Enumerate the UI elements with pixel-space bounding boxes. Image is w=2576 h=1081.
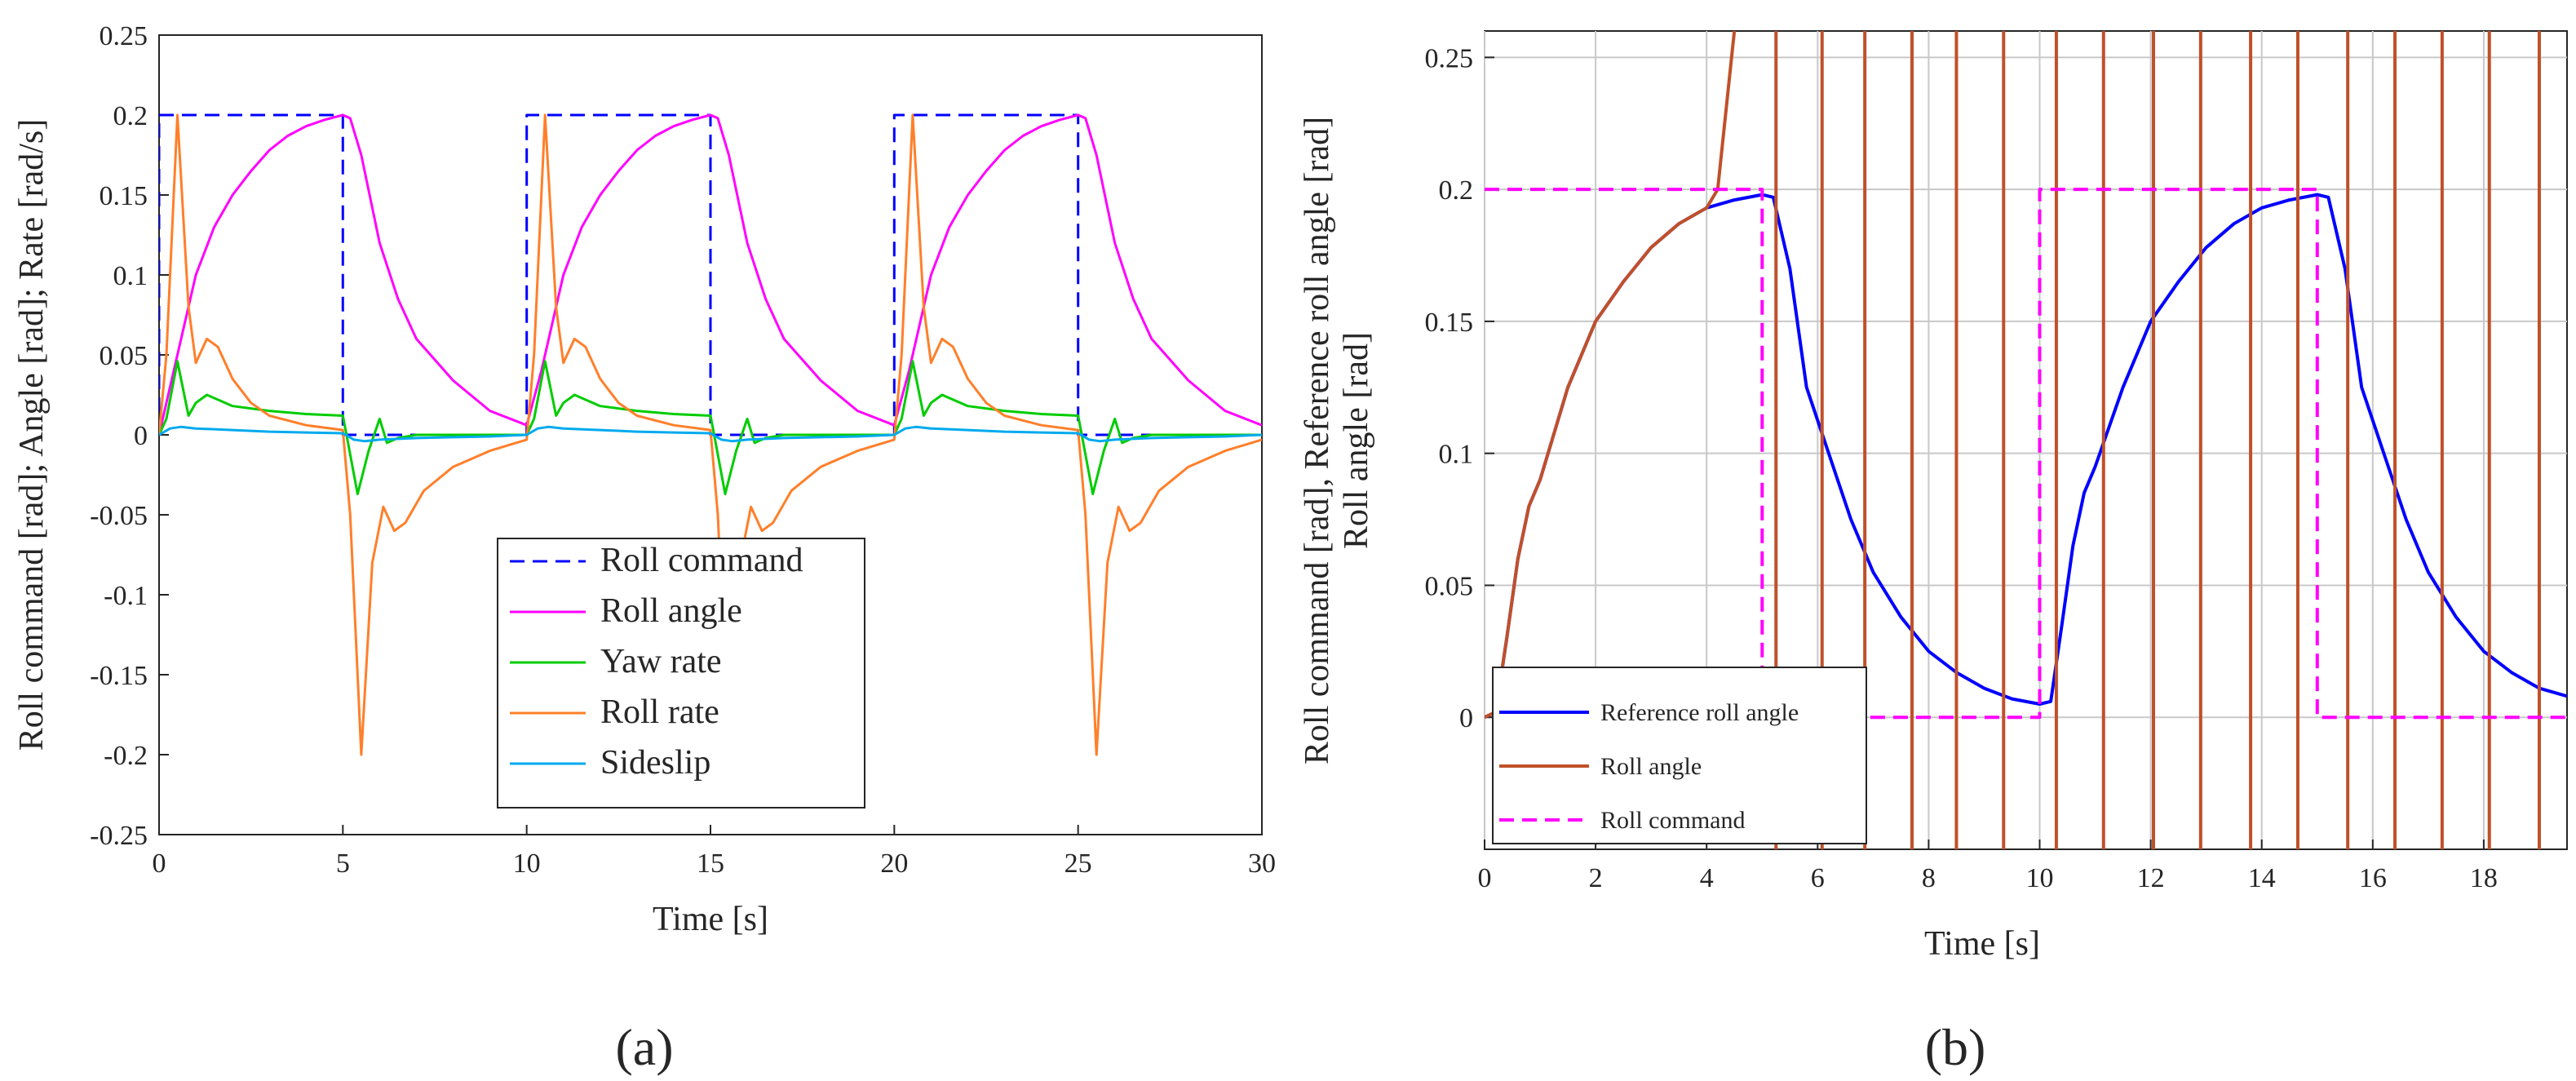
y-tick-label: 0.2 — [1439, 175, 1474, 206]
x-tick-label: 6 — [1811, 863, 1825, 893]
y-tick-label: 0.15 — [1425, 308, 1474, 338]
x-tick-label: 25 — [1064, 848, 1092, 879]
y-tick-label: 0.25 — [100, 21, 148, 51]
series-roll-angle-line — [1485, 31, 1737, 720]
y-tick-label: 0.25 — [1425, 43, 1474, 73]
chart-panel-a: 0 5 10 15 20 25 30 -0.25 -0.2 -0.15 -0.1 -0.05 0 0.05… — [13, 21, 1276, 1076]
y-tick-label: -0.05 — [90, 501, 148, 531]
y-tick-label: 0.1 — [113, 261, 148, 291]
series-roll-rate-line — [159, 113, 1262, 756]
x-tick-label: 10 — [513, 848, 541, 879]
x-tick-label: 14 — [2248, 863, 2276, 893]
legend-label-roll-angle: Roll angle — [600, 592, 742, 630]
y-tick-label: -0.1 — [104, 581, 148, 611]
legend-label-roll-command: Roll command — [600, 542, 803, 579]
axis-ticks-a: 0 5 10 15 20 25 30 -0.25 -0.2 -0.15 -0.1 -0.05 0 0.05… — [90, 21, 1276, 879]
legend-b: Reference roll angle Roll angle Roll comma… — [1492, 667, 1867, 844]
panel-label-a: (a) — [615, 1018, 673, 1076]
x-tick-label: 12 — [2137, 863, 2165, 893]
legend-label-reference-roll-angle: Reference roll angle — [1600, 699, 1799, 726]
panel-label-b: (b) — [1925, 1018, 1986, 1076]
legend-a: Roll command Roll angle Yaw rate Roll rate S… — [497, 538, 865, 809]
x-tick-label: 2 — [1589, 863, 1603, 893]
x-tick-label: 0 — [153, 848, 166, 879]
x-tick-label: 15 — [697, 848, 724, 879]
series-yaw-rate-line — [159, 360, 1262, 495]
y-tick-label: 0.15 — [100, 181, 148, 211]
x-tick-label: 8 — [1922, 863, 1936, 893]
series-roll-angle-line — [159, 113, 1262, 436]
y-tick-label: 0 — [134, 421, 148, 451]
legend-label-roll-angle: Roll angle — [1600, 753, 1702, 780]
y-tick-label: -0.15 — [90, 661, 148, 691]
series-group-b — [1485, 31, 2567, 849]
y-axis-label-a: Roll command [rad]; Angle [rad]; Rate [r… — [13, 119, 51, 751]
y-tick-label: 0.1 — [1439, 440, 1474, 470]
y-tick-label: -0.25 — [90, 821, 148, 851]
x-tick-label: 18 — [2470, 863, 2498, 893]
series-roll-command-line — [1485, 188, 2567, 720]
x-tick-label: 30 — [1248, 848, 1276, 879]
x-axis-label-b: Time [s] — [1924, 925, 2040, 963]
legend-label-yaw-rate: Yaw rate — [600, 643, 722, 680]
x-tick-label: 16 — [2359, 863, 2387, 893]
chart-panel-b: 0 2 4 6 8 10 12 14 16 18 0 0.05 0.1 0.15 0.2 0.25 Time … — [1299, 30, 2568, 1076]
x-tick-label: 0 — [1478, 863, 1492, 893]
x-tick-label: 20 — [880, 848, 908, 879]
x-tick-label: 5 — [336, 848, 350, 879]
legend-label-roll-command: Roll command — [1600, 807, 1745, 834]
y-tick-label: 0.05 — [1425, 571, 1474, 601]
series-sideslip-line — [159, 425, 1262, 443]
series-group-a — [159, 113, 1262, 756]
y-axis-label-b: Roll command [rad], Reference roll angle… — [1299, 117, 1336, 764]
y-axis-label2-b: Roll angle [rad] — [1338, 332, 1375, 549]
y-tick-label: -0.2 — [104, 741, 148, 771]
y-tick-label: 0 — [1459, 703, 1473, 733]
y-tick-label: 0.2 — [113, 101, 148, 131]
legend-box-b — [1492, 667, 1867, 844]
y-tick-label: 0.05 — [100, 341, 148, 371]
axis-ticks-b: 0 2 4 6 8 10 12 14 16 18 0 0.05 0.1 0.15 0.2 0.25 — [1425, 43, 2498, 893]
x-tick-label: 10 — [2026, 863, 2054, 893]
legend-label-roll-rate: Roll rate — [600, 693, 719, 731]
x-axis-label-a: Time [s] — [653, 901, 768, 938]
legend-label-sideslip: Sideslip — [600, 744, 710, 782]
x-tick-label: 4 — [1700, 863, 1714, 893]
